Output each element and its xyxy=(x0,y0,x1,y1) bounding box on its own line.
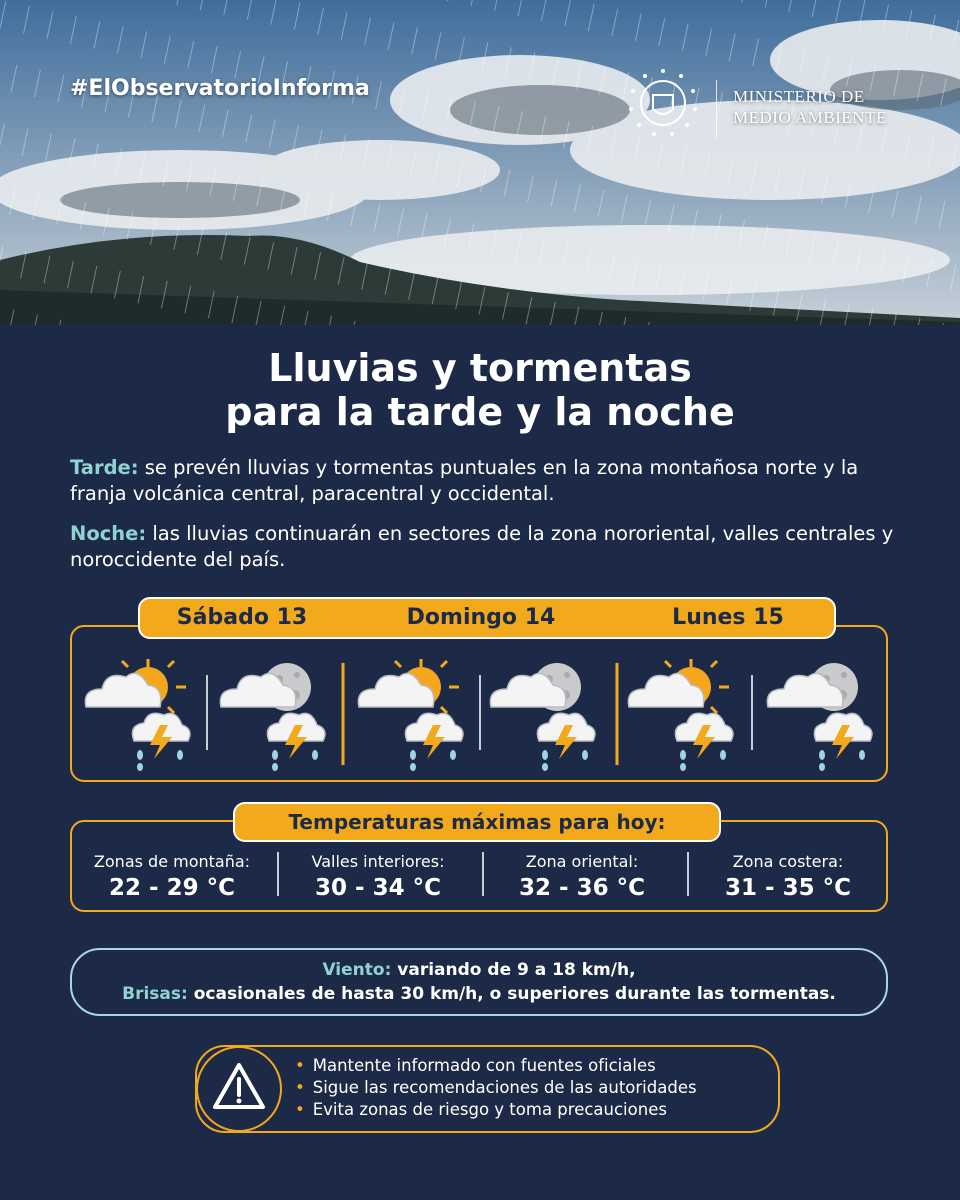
divider xyxy=(277,852,279,896)
title-line: para la tarde y la noche xyxy=(225,390,735,434)
separator xyxy=(716,80,717,138)
zone-name: Valles interiores: xyxy=(311,852,445,871)
ministry-line: MINISTERIO DE xyxy=(733,87,865,106)
title: Lluvias y tormentas para la tarde y la n… xyxy=(0,346,960,434)
tip: Mantente informado con fuentes oficiales xyxy=(295,1055,697,1077)
wind-label: Brisas: xyxy=(122,984,188,1004)
ministry-line: MEDIO AMBIENTE xyxy=(733,108,887,127)
zone-range: 30 - 34 °C xyxy=(315,875,441,901)
zone-name: Zonas de montaña: xyxy=(93,852,251,871)
paragraph: Noche: las lluvias continuarán en sector… xyxy=(70,521,900,573)
wind-label: Viento: xyxy=(322,960,392,980)
paragraph-label: Noche: xyxy=(70,522,147,545)
zone: Zona costera: 31 - 35 °C xyxy=(688,852,888,901)
temperature-title: Temperaturas máximas para hoy: xyxy=(233,802,721,842)
weather-icon xyxy=(490,663,595,771)
tips-box: Mantente informado con fuentes oficiales… xyxy=(195,1045,780,1133)
warning-icon xyxy=(196,1046,282,1132)
zone-name: Zona oriental: xyxy=(525,852,639,871)
day-label: Sábado 13 xyxy=(176,605,308,630)
weather-icon xyxy=(220,663,325,771)
divider xyxy=(687,852,689,896)
tip: Sigue las recomendaciones de las autorid… xyxy=(295,1077,697,1099)
weather-icon xyxy=(767,663,872,771)
zone-range: 32 - 36 °C xyxy=(519,875,645,901)
zone: Zonas de montaña: 22 - 29 °C xyxy=(72,852,272,901)
temperature-box: Zonas de montaña: 22 - 29 °C Valles inter… xyxy=(70,820,888,912)
paragraph: Tarde: se prevén lluvias y tormentas pun… xyxy=(70,455,900,507)
zone: Zona oriental: 32 - 36 °C xyxy=(482,852,682,901)
days-bar: Sábado 13 Domingo 14 Lunes 15 xyxy=(138,597,836,639)
wind-text: ocasionales de hasta 30 km/h, o superior… xyxy=(193,984,836,1004)
zone: Valles interiores: 30 - 34 °C xyxy=(278,852,478,901)
zone-name: Zona costera: xyxy=(732,852,844,871)
wind-box: Viento: variando de 9 a 18 km/h, Brisas:… xyxy=(70,948,888,1016)
day-label: Lunes 15 xyxy=(672,605,784,630)
wind-line: Viento: variando de 9 a 18 km/h, xyxy=(72,958,886,982)
wind-text: variando de 9 a 18 km/h, xyxy=(397,960,636,980)
ministry: MINISTERIO DE MEDIO AMBIENTE xyxy=(733,86,887,128)
hashtag: #ElObservatorioInforma xyxy=(70,76,370,101)
paragraph-label: Tarde: xyxy=(70,456,139,479)
paragraph-text: las lluvias continuarán en sectores de l… xyxy=(70,522,894,571)
dividers xyxy=(206,663,753,765)
tip: Evita zonas de riesgo y toma precaucione… xyxy=(295,1099,697,1121)
zone-range: 31 - 35 °C xyxy=(725,875,851,901)
title-line: Lluvias y tormentas xyxy=(268,346,692,390)
weather-icon xyxy=(85,659,190,771)
divider xyxy=(482,852,484,896)
zone-range: 22 - 29 °C xyxy=(109,875,235,901)
weather-icon xyxy=(358,659,463,771)
forecast-icons xyxy=(70,625,888,782)
paragraph-text: se prevén lluvias y tormentas puntuales … xyxy=(70,456,859,505)
tips-list: Mantente informado con fuentes oficiales… xyxy=(295,1055,697,1121)
weather-icon xyxy=(628,659,733,771)
wind-line: Brisas: ocasionales de hasta 30 km/h, o … xyxy=(72,982,886,1006)
day-label: Domingo 14 xyxy=(406,605,556,630)
hero-image xyxy=(0,0,960,325)
